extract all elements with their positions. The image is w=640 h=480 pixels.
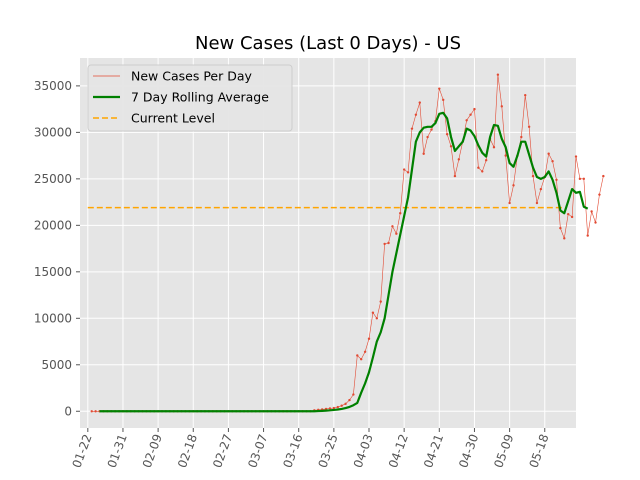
daily-cases-point: [94, 410, 97, 413]
daily-cases-point: [504, 154, 507, 157]
y-tick-label: 0: [64, 404, 72, 418]
y-tick-label: 20000: [34, 218, 72, 232]
daily-cases-point: [367, 337, 371, 340]
daily-cases-point: [570, 215, 574, 219]
daily-cases-point: [336, 405, 339, 409]
legend-label: Current Level: [131, 111, 215, 126]
daily-cases-point: [445, 133, 449, 136]
daily-cases-point: [590, 210, 593, 213]
daily-cases-point: [547, 152, 550, 155]
daily-cases-point: [414, 113, 418, 116]
daily-cases-point: [328, 407, 332, 410]
daily-cases-point: [410, 127, 414, 130]
daily-cases-point: [578, 177, 582, 181]
daily-cases-point: [383, 242, 386, 246]
daily-cases-point: [332, 406, 336, 410]
y-tick-label: 35000: [34, 79, 72, 93]
daily-cases-point: [559, 226, 562, 230]
daily-cases-point: [395, 232, 398, 235]
daily-cases-point: [539, 187, 543, 191]
daily-cases-point: [484, 159, 488, 162]
daily-cases-point: [527, 125, 531, 128]
daily-cases-point: [508, 201, 511, 205]
daily-cases-point: [492, 146, 496, 149]
daily-cases-point: [406, 171, 410, 174]
daily-cases-point: [348, 398, 351, 402]
daily-cases-point: [531, 174, 535, 178]
y-tick-label: 10000: [34, 311, 72, 325]
y-tick-label: 30000: [34, 125, 72, 139]
daily-cases-point: [363, 350, 367, 353]
daily-cases-point: [473, 107, 476, 111]
daily-cases-point: [566, 212, 570, 216]
y-tick-label: 5000: [41, 358, 72, 372]
daily-cases-point: [535, 201, 539, 205]
y-tick-label: 25000: [34, 172, 72, 186]
y-tick-label: 15000: [34, 265, 72, 279]
daily-cases-point: [426, 135, 429, 139]
daily-cases-point: [340, 404, 343, 407]
daily-cases-point: [442, 98, 445, 102]
daily-cases-point: [512, 184, 515, 187]
daily-cases-point: [387, 241, 390, 245]
legend-box: [87, 64, 293, 132]
daily-cases-point: [481, 170, 484, 173]
daily-cases-point: [356, 354, 359, 357]
chart-title: New Cases (Last 0 Days) - US: [195, 33, 461, 54]
daily-cases-point: [598, 193, 601, 196]
daily-cases-point: [391, 225, 394, 228]
daily-cases-point: [379, 300, 382, 303]
daily-cases-point: [430, 128, 433, 131]
daily-cases-point: [563, 237, 566, 240]
daily-cases-point: [449, 145, 453, 148]
legend-label: New Cases Per Day: [131, 69, 252, 84]
legend-label: 7 Day Rolling Average: [131, 90, 269, 105]
daily-cases-point: [399, 212, 402, 215]
daily-cases-point: [422, 152, 425, 155]
daily-cases-point: [402, 168, 406, 171]
daily-cases-point: [438, 87, 441, 90]
daily-cases-point: [520, 135, 523, 139]
daily-cases-point: [352, 393, 355, 396]
daily-cases-point: [469, 113, 472, 116]
daily-cases-point: [574, 155, 578, 158]
daily-cases-point: [453, 174, 457, 178]
daily-cases-point: [344, 402, 347, 406]
daily-cases-point: [500, 105, 503, 108]
daily-cases-point: [418, 101, 421, 104]
daily-cases-point: [375, 317, 379, 320]
daily-cases-point: [457, 158, 461, 161]
rolling-average-line: [99, 111, 589, 413]
daily-cases-point: [586, 234, 589, 237]
daily-cases-point: [359, 358, 363, 361]
daily-cases-point: [594, 221, 597, 224]
daily-cases-point: [90, 410, 93, 413]
daily-cases-point: [551, 159, 554, 163]
daily-cases-point: [477, 166, 480, 169]
daily-cases-point: [555, 178, 558, 181]
daily-cases-point: [524, 93, 527, 97]
daily-cases-point: [465, 119, 468, 122]
daily-cases-point: [496, 73, 500, 76]
chart-legend: New Cases Per Day 7 Day Rolling Average Cu…: [87, 64, 293, 132]
daily-cases-point: [582, 177, 586, 181]
daily-cases-point: [602, 174, 605, 178]
daily-cases-point: [371, 311, 375, 314]
